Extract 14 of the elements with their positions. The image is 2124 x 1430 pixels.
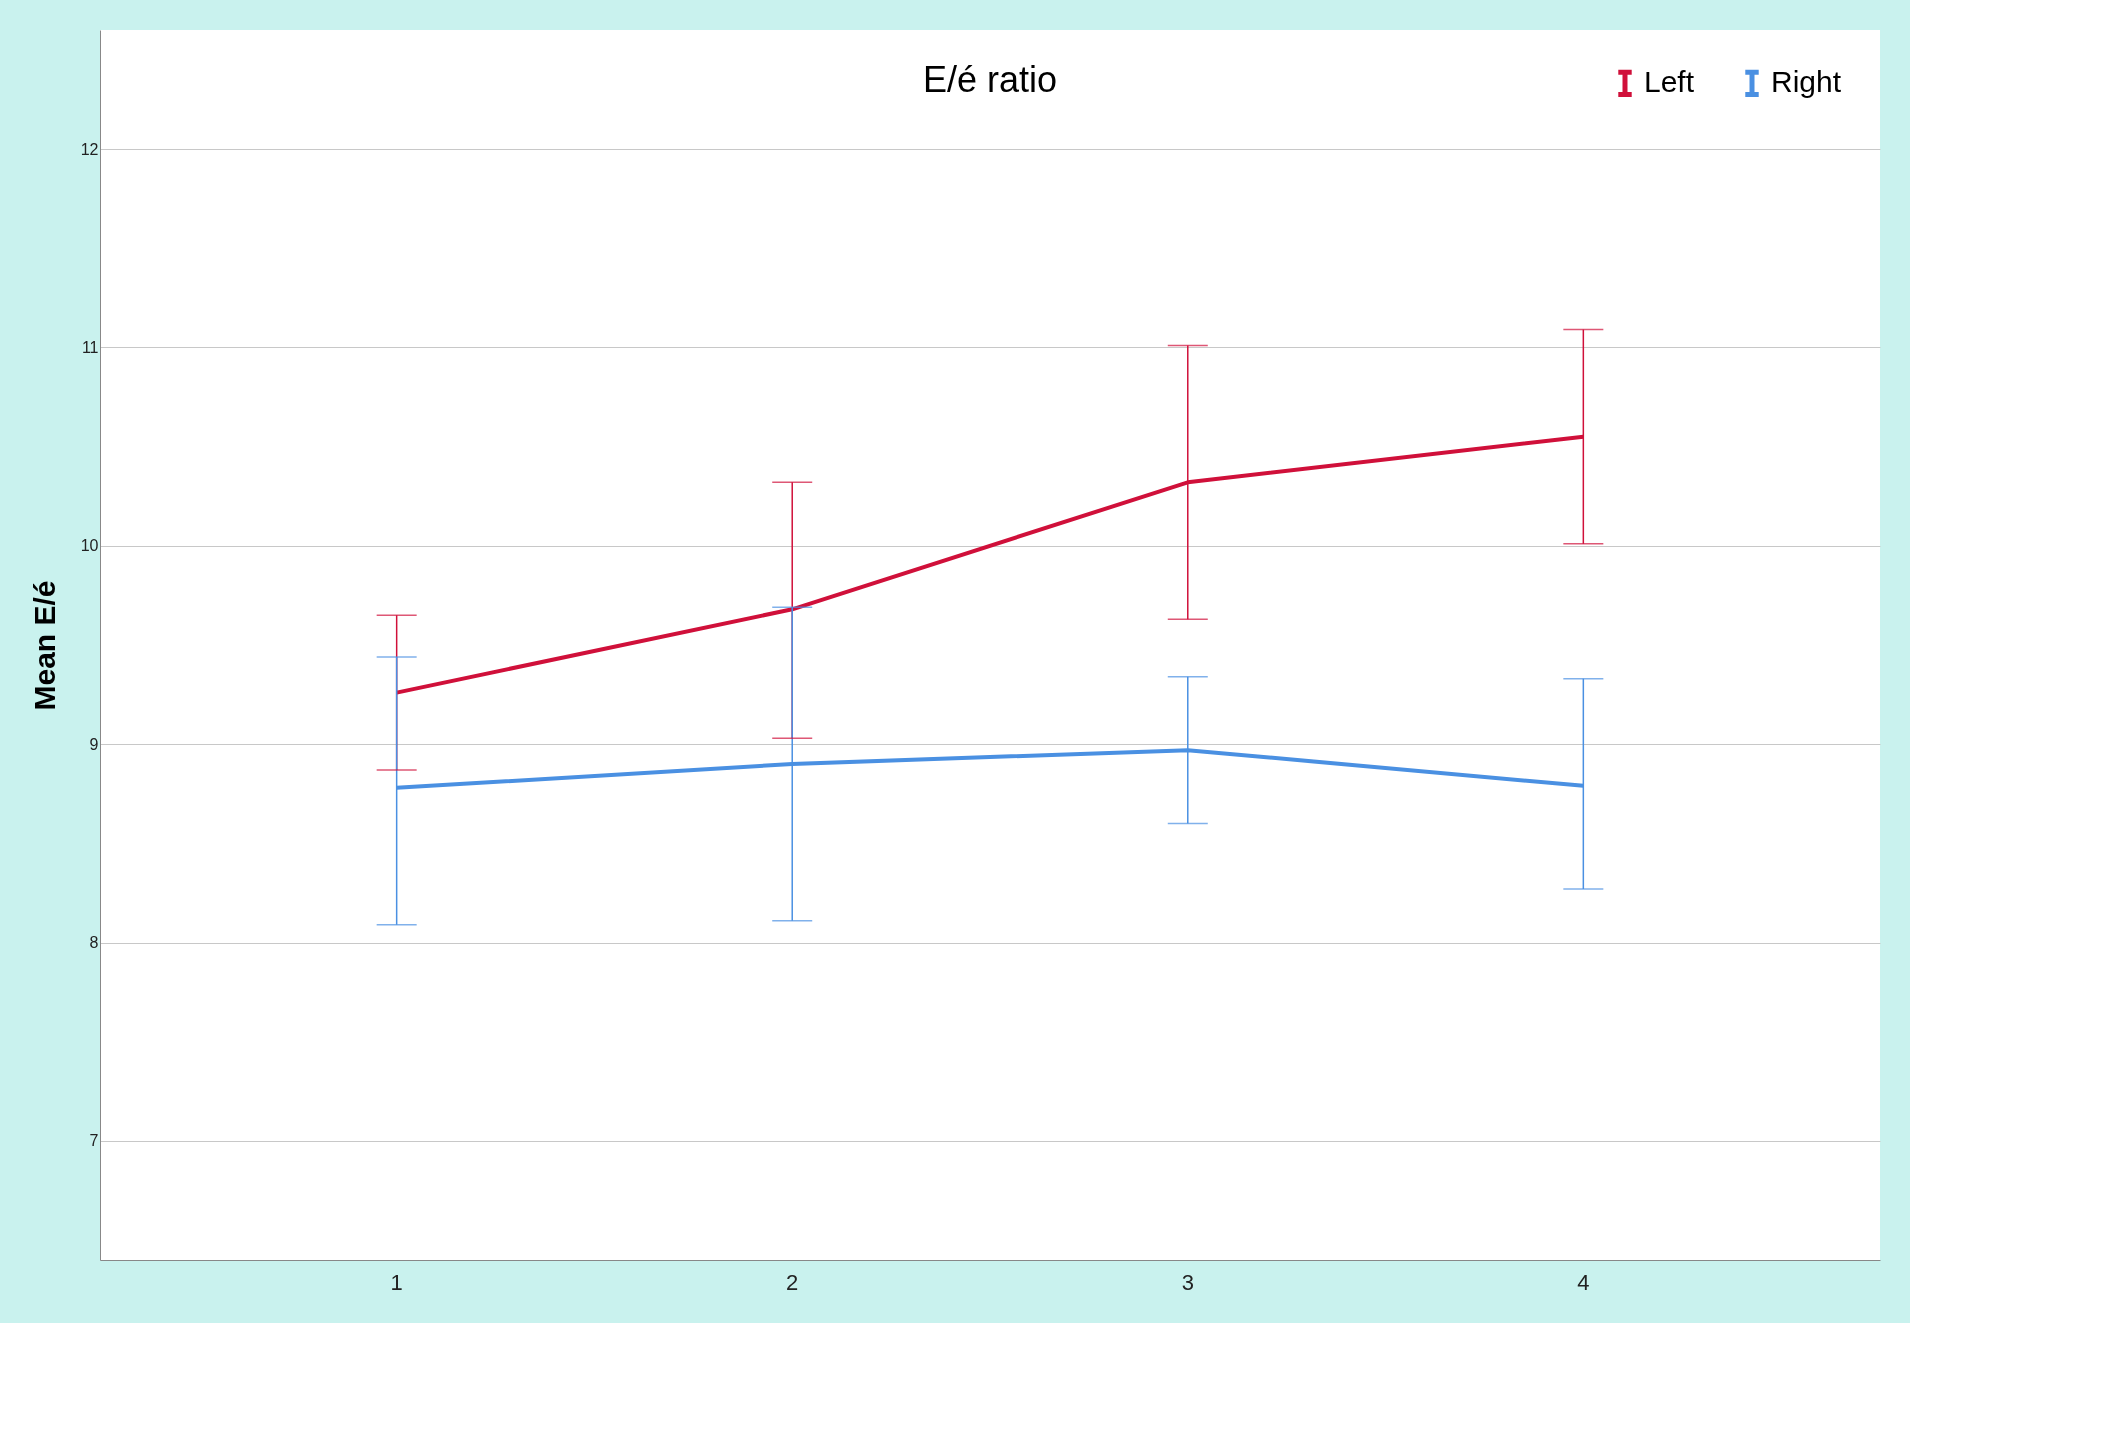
legend-label: Right <box>1771 65 1842 99</box>
y-tick-label: 8 <box>89 934 99 952</box>
legend-label: Left <box>1644 65 1695 99</box>
y-axis-title: Mean E/é <box>27 580 61 711</box>
y-tick-label: 12 <box>80 140 99 158</box>
x-tick-label: 4 <box>1577 1269 1590 1295</box>
y-tick-label: 7 <box>89 1132 99 1150</box>
y-tick-label: 11 <box>81 338 99 356</box>
x-tick-label: 3 <box>1181 1269 1194 1295</box>
x-tick-label: 1 <box>390 1269 403 1295</box>
y-tick-label: 9 <box>89 735 99 753</box>
y-tick-label: 10 <box>80 537 99 555</box>
x-tick-label: 2 <box>786 1269 799 1295</box>
text: E/é ratio <box>922 59 1058 100</box>
